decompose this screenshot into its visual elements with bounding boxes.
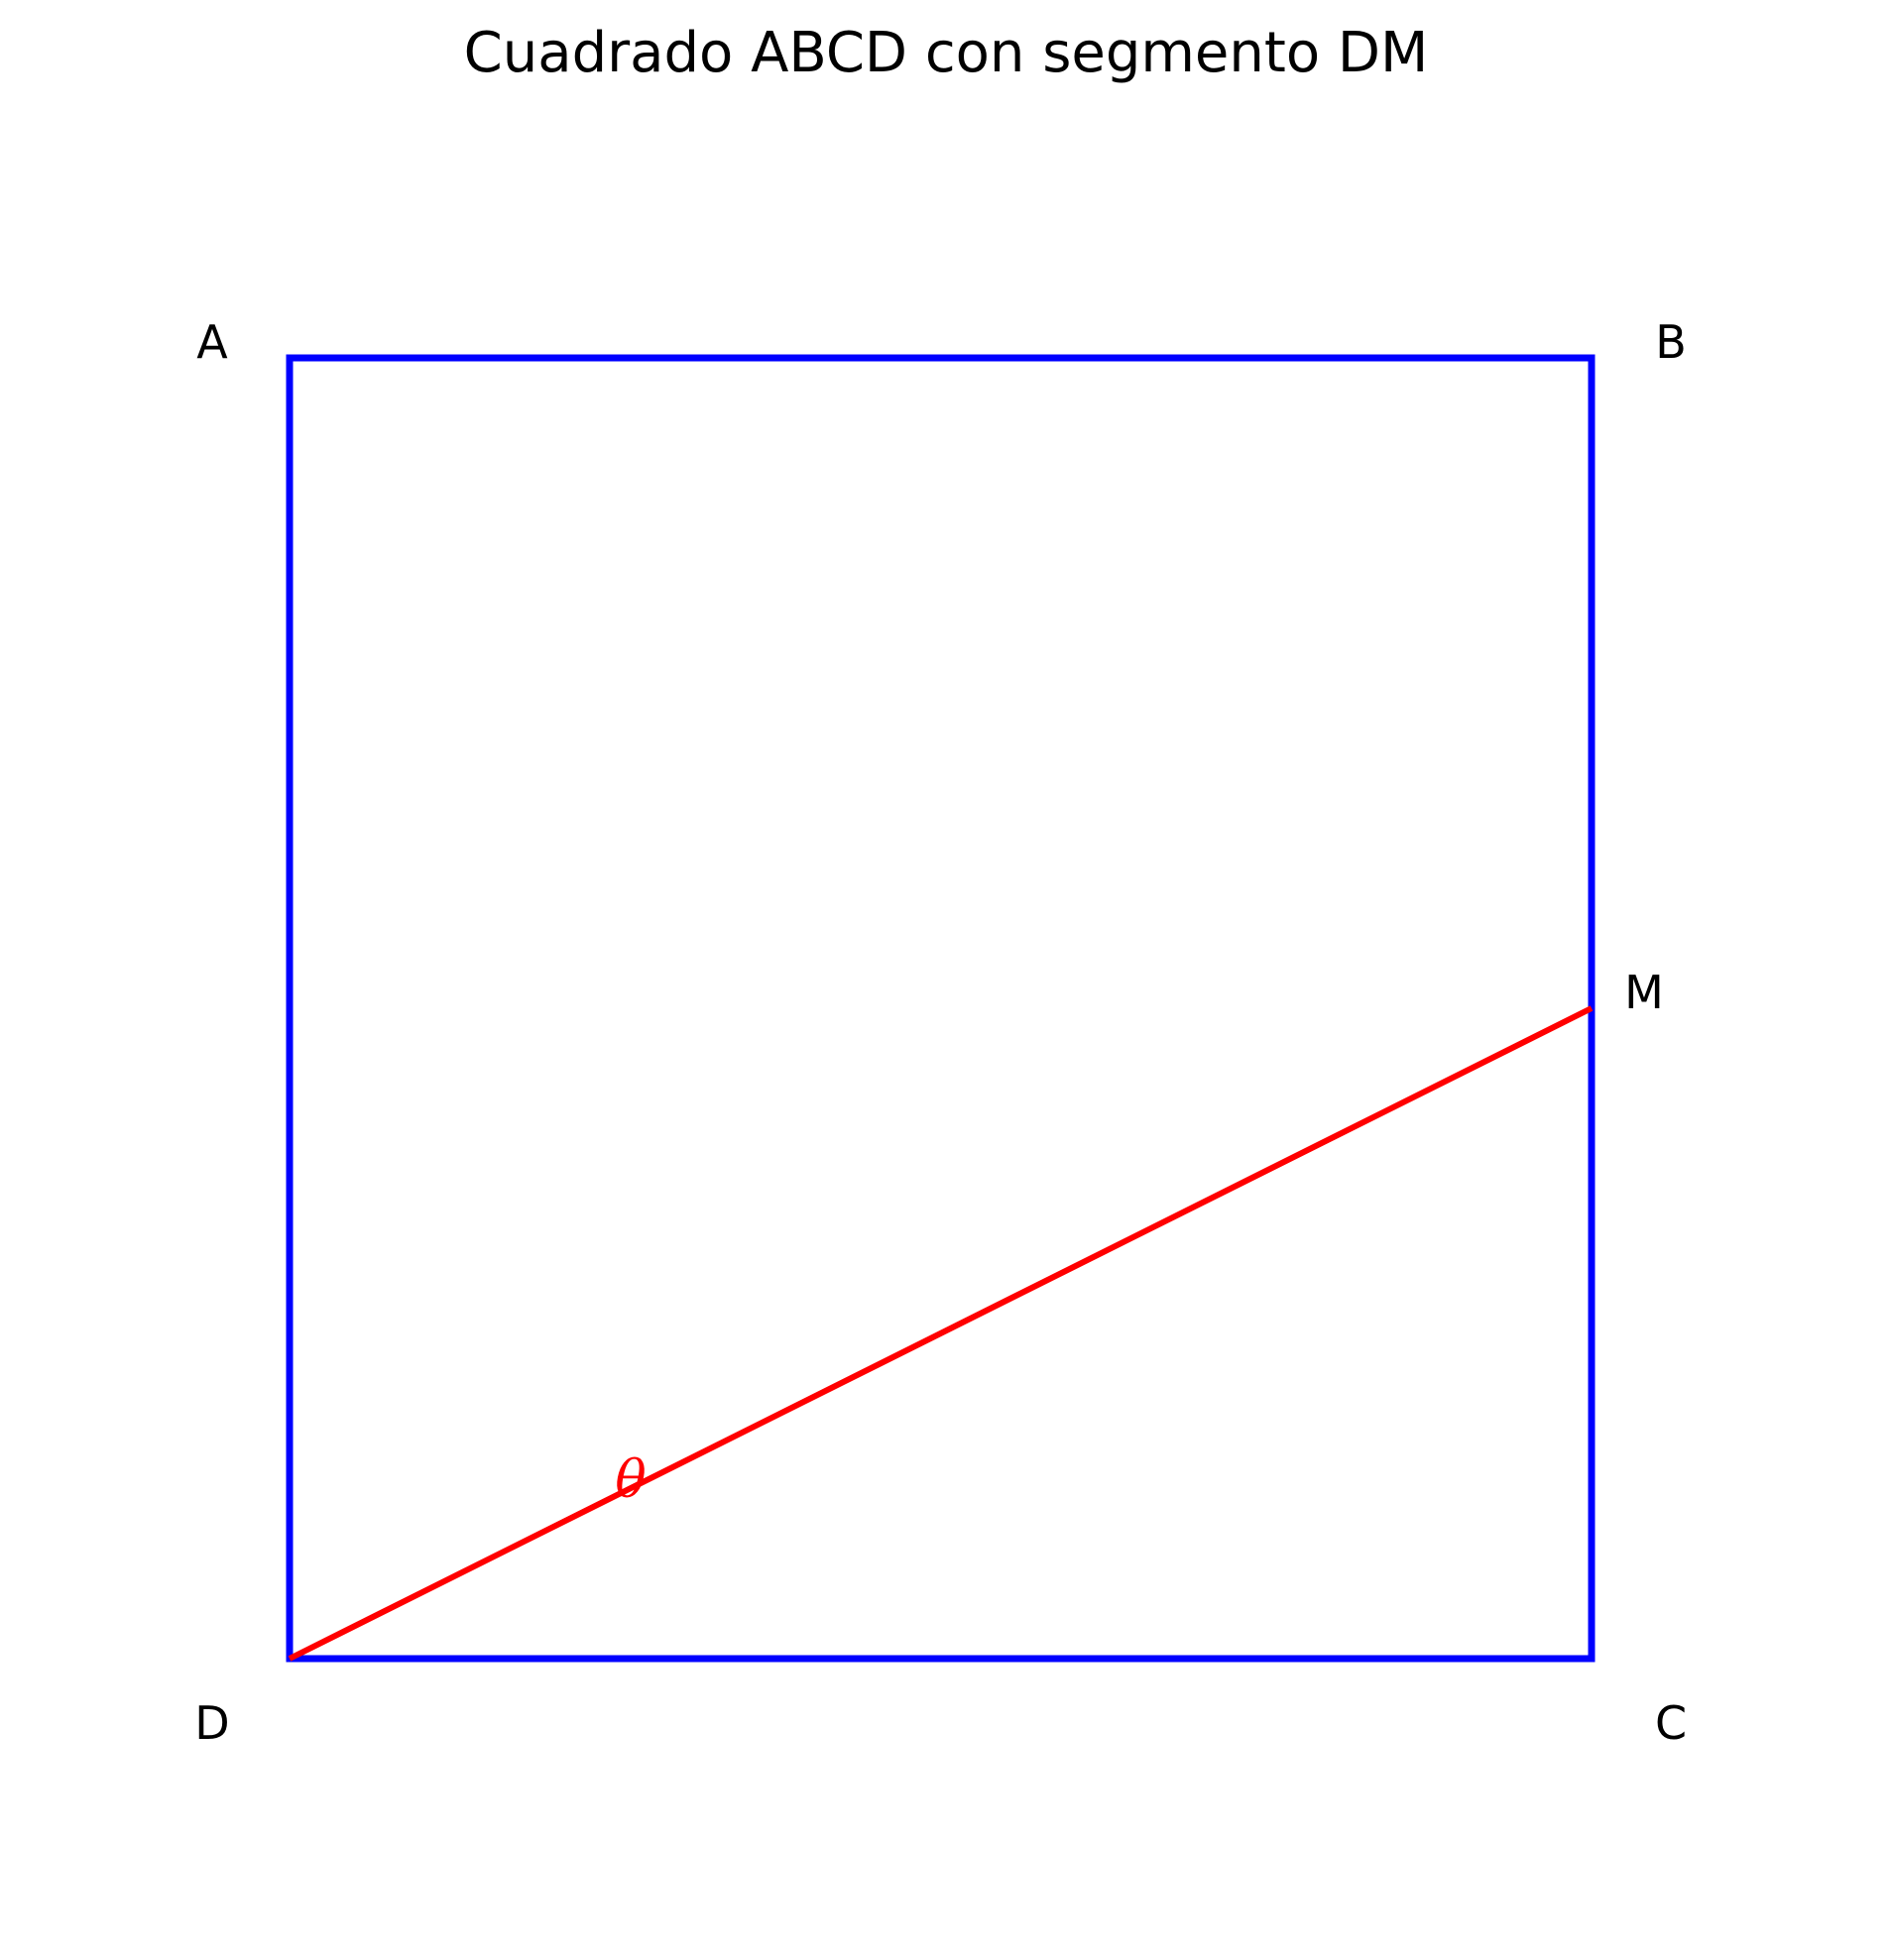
vertex-label-c: C (1655, 1696, 1687, 1750)
vertex-label-b: B (1655, 315, 1687, 369)
angle-theta-label: θ (615, 1450, 646, 1510)
diagram-title: Cuadrado ABCD con segmento DM (464, 21, 1429, 85)
segment-dm (288, 1005, 1594, 1662)
vertex-label-m: M (1624, 966, 1664, 1019)
square-abcd (286, 354, 1596, 1663)
vertex-label-d: D (194, 1696, 229, 1750)
vertex-label-a: A (196, 315, 228, 369)
